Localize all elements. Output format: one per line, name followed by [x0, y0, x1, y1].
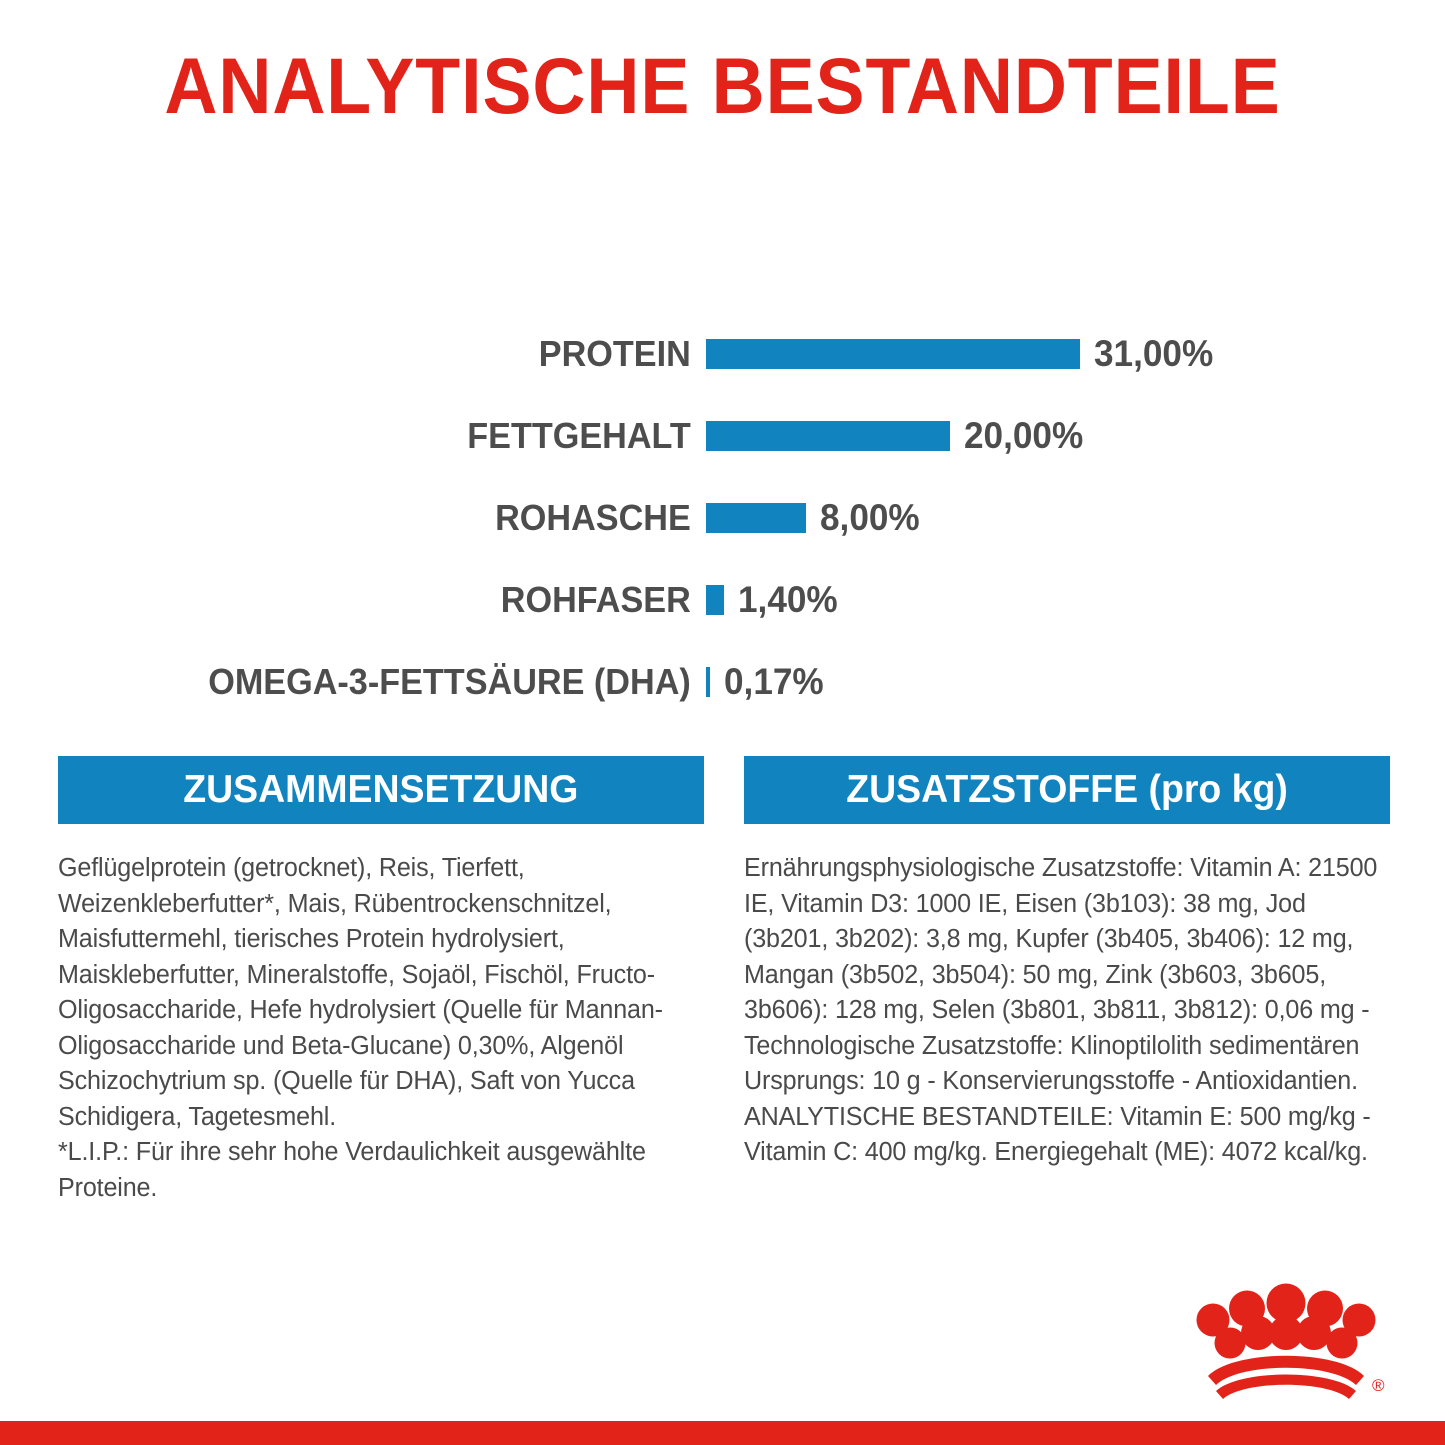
additives-header: ZUSATZSTOFFE (pro kg) — [744, 756, 1390, 824]
bar-fettgehalt — [706, 421, 950, 451]
info-columns: ZUSAMMENSETZUNG Geflügelprotein (getrock… — [58, 756, 1390, 1206]
analytical-constituents-chart: PROTEIN 31,00% FETTGEHALT 20,00% ROHASCH… — [0, 313, 1445, 723]
bar-label-rohasche: ROHASCHE — [495, 497, 691, 538]
bar-group-rohasche: 8,00% — [706, 499, 925, 537]
royal-canin-crown-logo: ® — [1186, 1283, 1386, 1401]
table-row: ROHASCHE 8,00% — [0, 477, 1445, 559]
registered-trademark-mark: ® — [1372, 1376, 1385, 1395]
bar-label-rohfaser: ROHFASER — [500, 579, 691, 620]
bar-group-rohfaser: 1,40% — [706, 581, 843, 619]
composition-header-label: ZUSAMMENSETZUNG — [183, 768, 579, 811]
bar-label-protein: PROTEIN — [538, 333, 691, 374]
bar-group-fettgehalt: 20,00% — [706, 417, 1090, 455]
table-row: OMEGA-3-FETTSÄURE (DHA) 0,17% — [0, 641, 1445, 723]
bar-group-omega3: 0,17% — [706, 663, 829, 701]
bar-value-rohasche: 8,00% — [820, 497, 920, 538]
bar-group-protein: 31,00% — [706, 335, 1220, 373]
additives-header-label: ZUSATZSTOFFE (pro kg) — [846, 768, 1288, 811]
bar-protein — [706, 339, 1080, 369]
bar-rohasche — [706, 503, 806, 533]
bar-value-protein: 31,00% — [1094, 333, 1214, 374]
additives-text: Ernährungsphysiologische Zusatzstoffe: V… — [744, 854, 1378, 1166]
table-row: FETTGEHALT 20,00% — [0, 395, 1445, 477]
bar-omega3 — [706, 667, 710, 697]
bar-value-omega3: 0,17% — [724, 661, 824, 702]
page-title: ANALYTISCHE BESTANDTEILE — [164, 41, 1281, 130]
table-row: ROHFASER 1,40% — [0, 559, 1445, 641]
bar-label-omega3: OMEGA-3-FETTSÄURE (DHA) — [208, 661, 691, 702]
bar-value-fettgehalt: 20,00% — [964, 415, 1084, 456]
composition-header: ZUSAMMENSETZUNG — [58, 756, 704, 824]
composition-text: Geflügelprotein (getrocknet), Reis, Tier… — [58, 854, 663, 1202]
bottom-red-stripe — [0, 1421, 1445, 1445]
composition-column: ZUSAMMENSETZUNG Geflügelprotein (getrock… — [58, 756, 704, 1206]
bar-rohfaser — [706, 585, 724, 615]
bar-label-fettgehalt: FETTGEHALT — [467, 415, 691, 456]
bar-value-rohfaser: 1,40% — [738, 579, 838, 620]
table-row: PROTEIN 31,00% — [0, 313, 1445, 395]
additives-column: ZUSATZSTOFFE (pro kg) Ernährungsphysiolo… — [744, 756, 1390, 1206]
